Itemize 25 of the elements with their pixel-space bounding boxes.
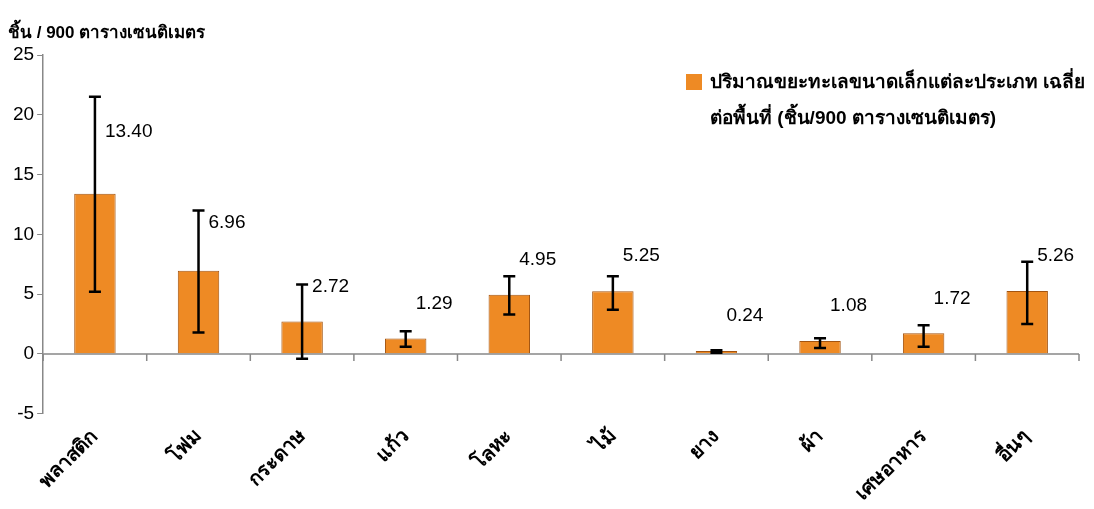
data-label: 4.95 (519, 247, 557, 269)
data-label: 1.72 (933, 286, 971, 308)
x-tick-label: โฟม (161, 423, 206, 468)
x-tick-label: ผ้า (794, 424, 827, 457)
data-label: 5.26 (1037, 244, 1075, 266)
data-label: 5.25 (622, 244, 660, 266)
x-tick-label: ยาง (684, 424, 724, 464)
x-tick-label: ไม้ (585, 423, 620, 458)
y-axis-title: ชิ้น / 900 ตารางเซนติเมตร (8, 18, 206, 44)
y-tick-label: 0 (23, 342, 35, 364)
data-label: 1.08 (830, 294, 868, 316)
y-tick-label: 15 (12, 162, 35, 184)
y-tick-label: 20 (12, 103, 35, 125)
data-label: 1.29 (415, 291, 453, 313)
y-tick-label: -5 (17, 401, 35, 423)
data-label: 2.72 (312, 274, 350, 296)
data-label: 6.96 (208, 210, 246, 232)
x-tick-label: แก้ว (371, 424, 413, 466)
y-tick-label: 10 (12, 222, 35, 244)
data-label: 13.40 (104, 119, 153, 141)
data-label: 0.24 (726, 304, 764, 326)
legend-label: ปริมาณขยะทะเลขนาดเล็กแต่ละประเภท เฉลี่ยต่อพื้นที่ (ชิ้น/900 ตารางเซนติเมตร) (710, 67, 1086, 130)
y-tick-label: 5 (23, 282, 35, 304)
x-tick-label: อื่นๆ (989, 421, 1035, 467)
y-tick-label: 25 (12, 43, 35, 65)
